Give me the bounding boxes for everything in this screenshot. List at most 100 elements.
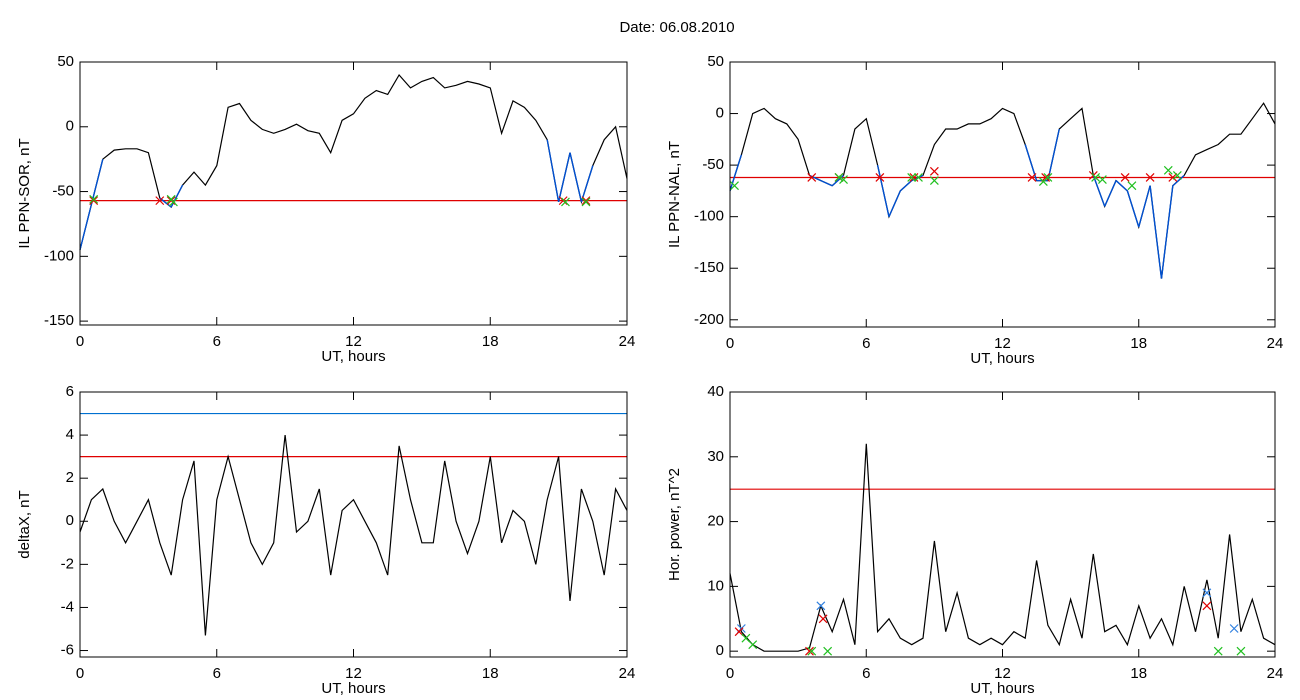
plot-frame (729, 391, 1276, 658)
below-threshold-segment (569, 152, 583, 203)
x-tick-label: 18 (482, 333, 499, 350)
y-axis-label: Hor. power, nT^2 (666, 468, 683, 581)
x-tick-label: 6 (213, 665, 221, 682)
y-tick-label: -50 (702, 156, 724, 173)
x-marker (818, 614, 828, 624)
x-marker (807, 646, 817, 656)
x-marker (581, 197, 591, 207)
x-marker (875, 173, 885, 182)
y-tick-label: -200 (694, 311, 724, 328)
x-tick-label: 0 (726, 335, 734, 352)
y-tick-label: 50 (57, 53, 74, 70)
below-threshold-segment (820, 179, 833, 187)
below-threshold-segment (90, 158, 104, 205)
y-tick-label: 0 (716, 642, 724, 659)
x-marker (929, 166, 939, 176)
x-marker (1236, 646, 1246, 656)
x-marker (834, 173, 844, 182)
x-marker (805, 646, 814, 656)
x-marker (1043, 173, 1053, 182)
y-axis-label: IL PPN-SOR, nT (16, 138, 33, 248)
y-tick-label: 50 (707, 53, 724, 70)
x-tick-label: 6 (213, 333, 221, 350)
y-tick-label: 6 (66, 383, 74, 400)
x-tick-label: 18 (1130, 665, 1147, 682)
below-threshold-segment (899, 180, 913, 192)
y-tick-label: 0 (716, 105, 724, 122)
plot-frame (729, 61, 1276, 328)
y-axis-label: IL PPN-NAL, nT (666, 141, 683, 248)
x-marker (89, 194, 99, 204)
x-marker (816, 601, 826, 611)
x-axis-label: UT, hours (321, 348, 385, 365)
y-tick-label: 0 (66, 512, 74, 529)
below-threshold-segment (557, 152, 571, 203)
y-tick-label: 4 (66, 426, 74, 443)
below-threshold-segment (876, 164, 890, 217)
below-threshold-segment (580, 165, 594, 203)
x-marker (907, 173, 917, 182)
y-tick-label: 0 (66, 118, 74, 135)
x-marker (561, 197, 570, 207)
x-tick-label: 12 (345, 333, 362, 350)
x-tick-label: 0 (76, 665, 84, 682)
below-threshold-segment (1115, 180, 1128, 192)
y-tick-label: 30 (707, 448, 724, 465)
x-tick-label: 24 (1267, 335, 1284, 352)
x-marker (169, 197, 178, 207)
x-marker (1213, 646, 1223, 656)
below-threshold-segment (1092, 175, 1106, 207)
below-threshold-segment (729, 154, 743, 192)
below-threshold-segment (1138, 185, 1151, 228)
figure-title: Date: 06.08.2010 (619, 19, 734, 36)
x-tick-label: 12 (994, 665, 1011, 682)
below-threshold-segment (888, 190, 901, 217)
x-axis-label: UT, hours (970, 680, 1034, 697)
x-marker (1202, 588, 1212, 598)
x-tick-label: 18 (482, 665, 499, 682)
below-threshold-segment (1160, 185, 1174, 279)
y-tick-label: -100 (694, 208, 724, 225)
x-tick-label: 24 (1267, 665, 1284, 682)
x-tick-label: 18 (1130, 335, 1147, 352)
x-marker (1163, 165, 1173, 175)
y-tick-label: 2 (66, 469, 74, 486)
x-marker (1168, 173, 1178, 182)
x-tick-label: 0 (76, 333, 84, 350)
y-tick-label: 20 (707, 513, 724, 530)
x-marker (730, 181, 739, 191)
x-marker (1097, 175, 1107, 184)
x-marker (839, 175, 848, 184)
x-marker (1041, 173, 1051, 182)
x-axis-label: UT, hours (970, 350, 1034, 367)
plot-frame (79, 61, 628, 326)
x-marker (748, 640, 758, 650)
x-marker (1145, 173, 1155, 182)
x-marker (1091, 173, 1101, 182)
x-marker (581, 196, 591, 206)
x-tick-label: 24 (619, 665, 636, 682)
x-marker (914, 173, 923, 182)
x-marker (558, 196, 568, 206)
x-tick-label: 12 (345, 665, 362, 682)
x-marker (1172, 170, 1182, 180)
plot-frame (79, 391, 628, 658)
below-threshold-segment (546, 139, 560, 203)
x-tick-label: 6 (862, 335, 870, 352)
below-threshold-segment (1126, 190, 1140, 228)
y-tick-label: 40 (707, 383, 724, 400)
y-tick-label: -100 (44, 247, 74, 264)
x-tick-label: 6 (862, 665, 870, 682)
y-tick-label: -150 (694, 259, 724, 276)
x-tick-label: 0 (726, 665, 734, 682)
y-tick-label: -2 (61, 555, 74, 572)
x-axis-label: UT, hours (321, 680, 385, 697)
below-threshold-segment (1047, 128, 1060, 181)
x-marker (89, 196, 99, 206)
x-marker (1127, 181, 1137, 191)
x-marker (155, 196, 165, 206)
x-marker (807, 173, 817, 182)
below-threshold-segment (1149, 185, 1163, 279)
